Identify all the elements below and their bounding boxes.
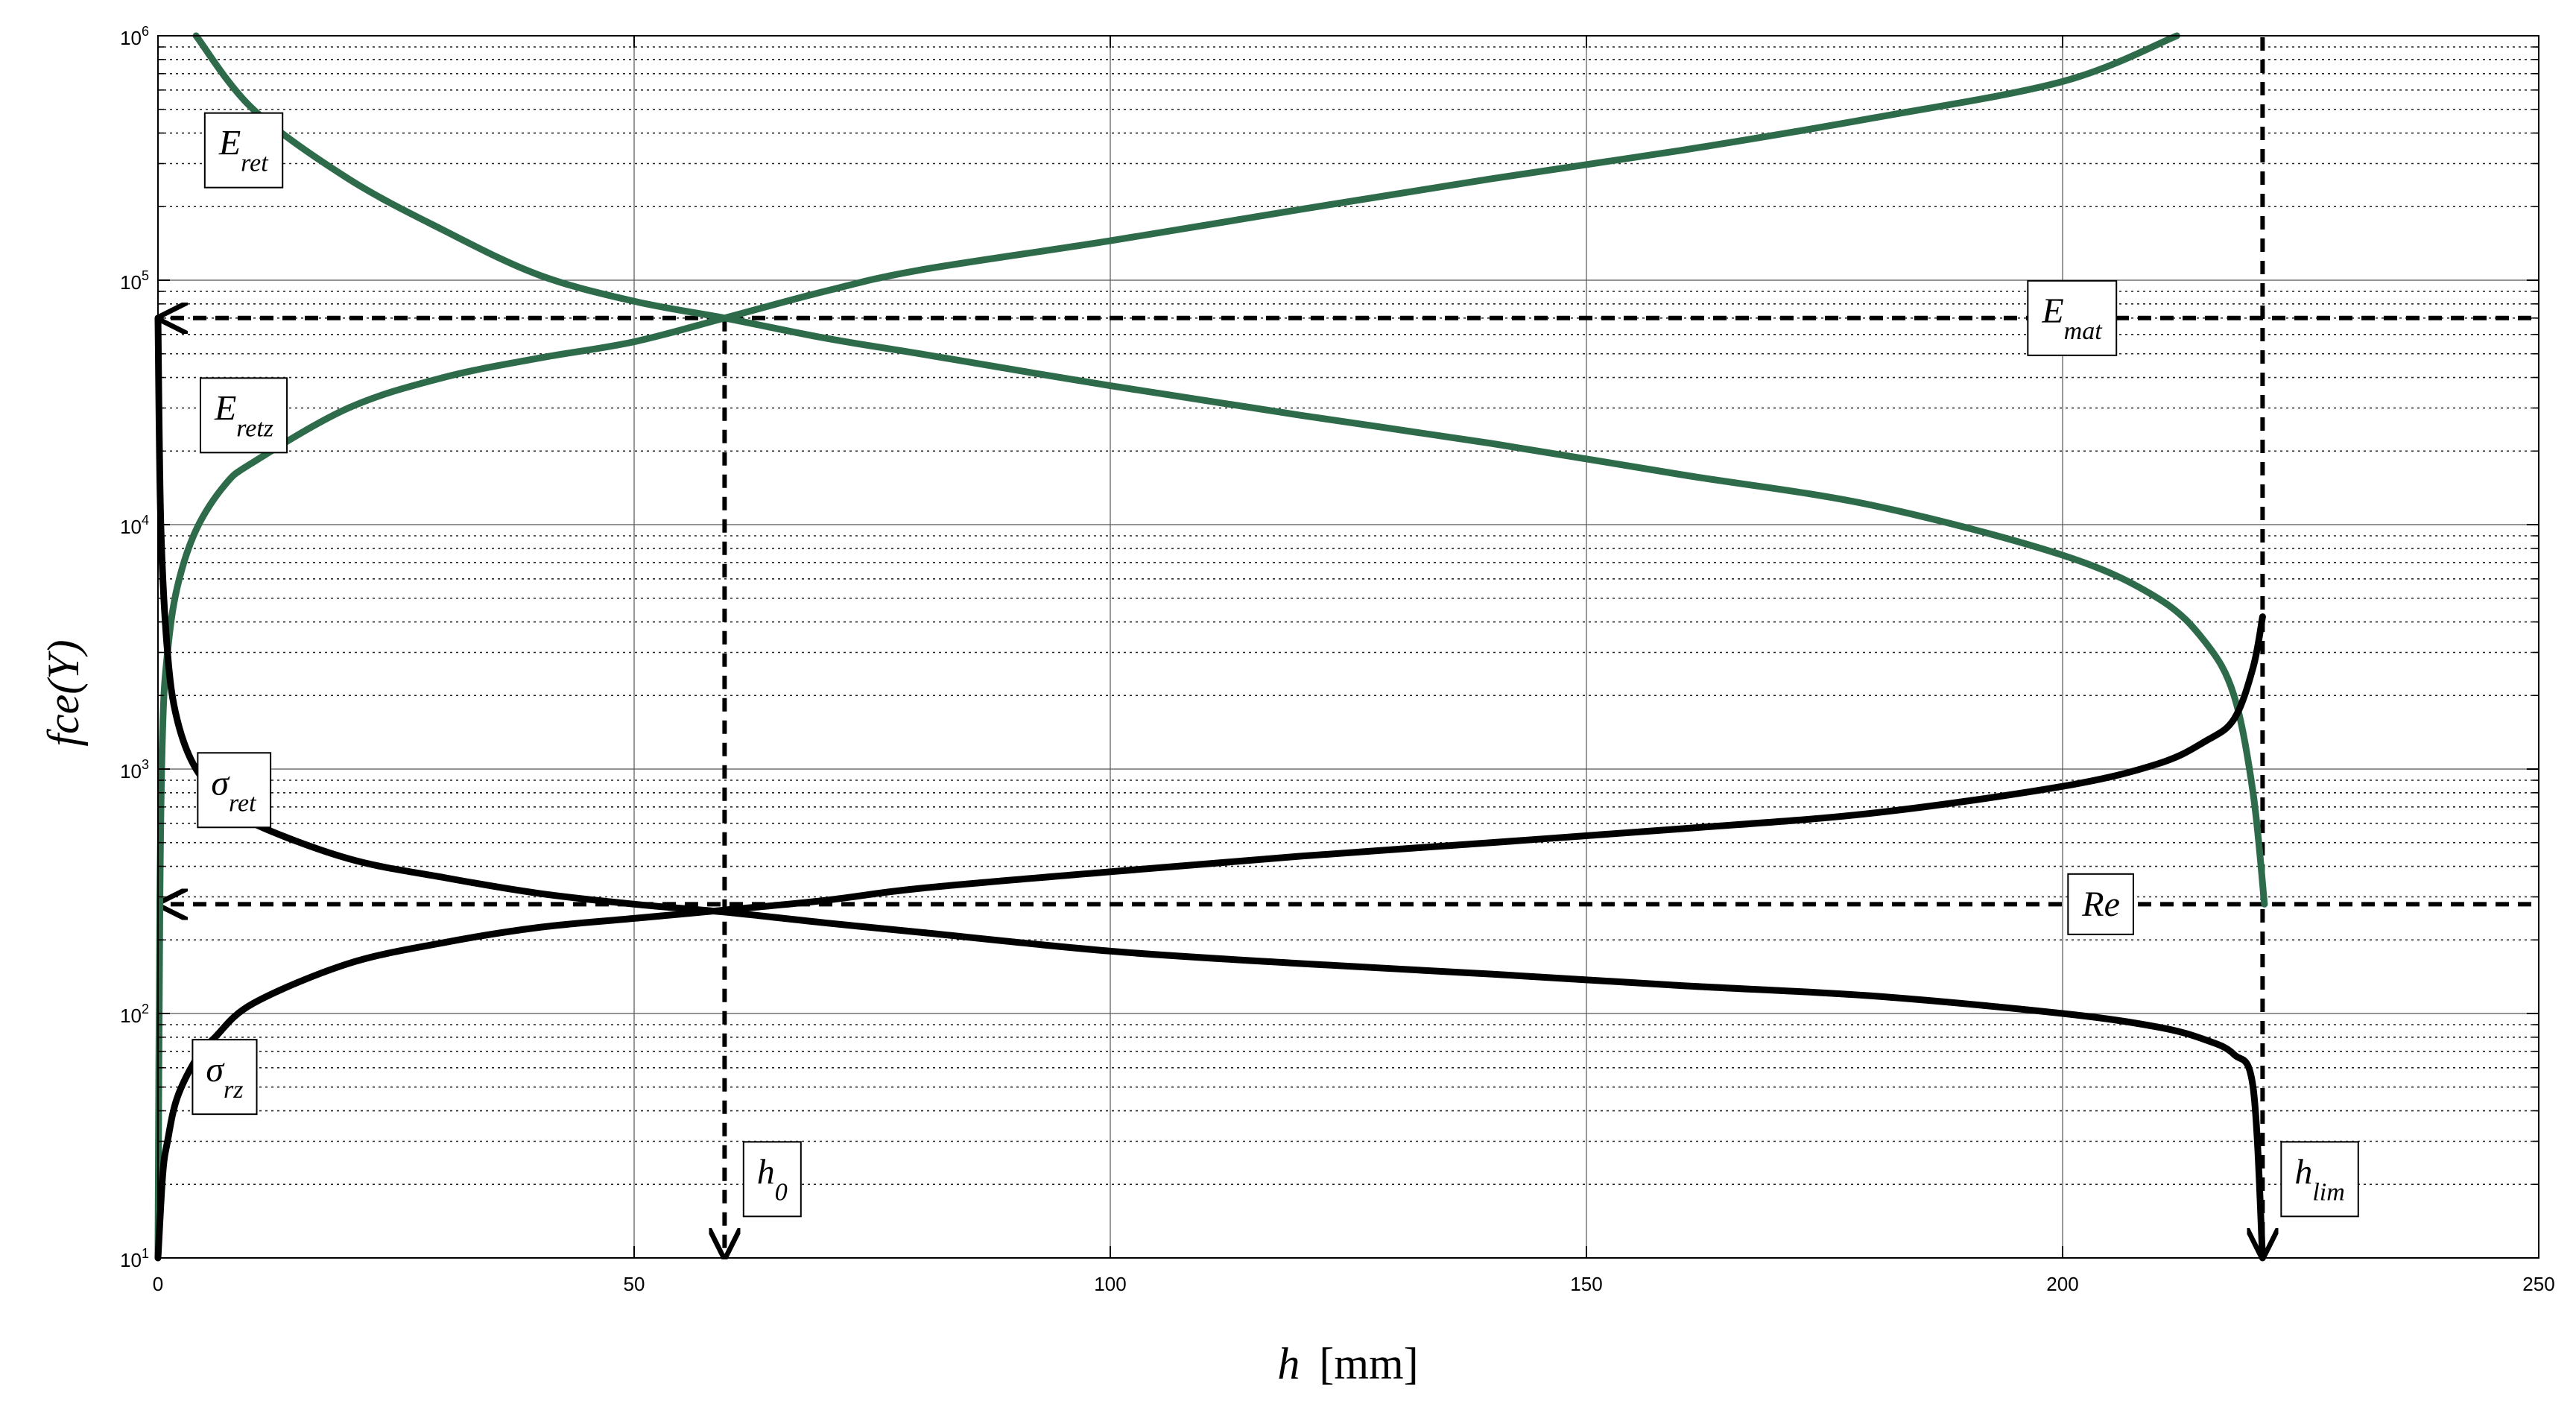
annotation-box xyxy=(742,1141,802,1218)
annotation-box xyxy=(197,752,272,829)
annotations: Eret Emat Eretz σret Re σrz h0 hlim xyxy=(192,112,2359,1218)
annotation-label: h0 xyxy=(757,1152,788,1206)
x-tick-label: 50 xyxy=(624,1273,645,1295)
y-tick-label: 104 xyxy=(120,513,149,538)
plot-frame xyxy=(157,35,2539,1259)
x-axis-label: h [mm] xyxy=(1277,1339,1418,1388)
x-tick-label: 0 xyxy=(153,1273,163,1295)
annotation-box xyxy=(192,1039,258,1116)
annotation-E_retz: Eretz xyxy=(199,377,288,454)
x-tick-label: 150 xyxy=(1570,1273,1602,1295)
sigma-ret-curve xyxy=(154,314,2266,1262)
annotation-label: Emat xyxy=(2041,291,2103,345)
annotation-hlim: hlim xyxy=(2280,1141,2359,1218)
y-axis-label: fce(Y) xyxy=(39,639,88,746)
plot-area xyxy=(158,36,2539,1258)
annotation-label: Eret xyxy=(218,124,269,177)
series-layer xyxy=(154,32,2268,1262)
annotation-E_ret: Eret xyxy=(203,112,284,189)
ticks: 0 50 100 150 200 250 101 102 103 104 105 106 xyxy=(120,24,2555,1295)
annotation-label: Re xyxy=(2081,885,2120,924)
e-ret-curve xyxy=(192,32,2268,908)
y-tick-label: 101 xyxy=(120,1246,149,1271)
annotation-sigma_rz: σrz xyxy=(192,1039,258,1116)
x-tick-label: 250 xyxy=(2522,1273,2554,1295)
y-tick-label: 105 xyxy=(120,268,149,294)
x-axis-unit: [mm] xyxy=(1319,1339,1418,1388)
annotation-label: hlim xyxy=(2294,1152,2344,1206)
y-tick-label: 103 xyxy=(120,757,149,782)
annotation-E_mat: Emat xyxy=(2027,279,2118,356)
x-axis-symbol: h xyxy=(1277,1339,1300,1388)
annotation-label: Eretz xyxy=(214,388,273,442)
annotation-label: σret xyxy=(211,763,257,817)
annotation-box xyxy=(2067,873,2134,935)
annotation-sigma_ret: σret xyxy=(197,752,272,829)
annotation-box xyxy=(199,377,288,454)
x-tick-label: 100 xyxy=(1094,1273,1126,1295)
x-tick-label: 200 xyxy=(2046,1273,2078,1295)
annotation-h0: h0 xyxy=(742,1141,802,1218)
annotation-box xyxy=(203,112,284,189)
annotation-Re: Re xyxy=(2067,873,2134,935)
sigma-rz-curve xyxy=(154,613,2266,1262)
y-tick-label: 106 xyxy=(120,24,149,49)
y-tick-label: 102 xyxy=(120,1002,149,1027)
annotation-label: σrz xyxy=(206,1050,243,1104)
reference-lines xyxy=(159,37,2531,1256)
annotation-box xyxy=(2027,279,2118,356)
annotation-box xyxy=(2280,1141,2359,1218)
